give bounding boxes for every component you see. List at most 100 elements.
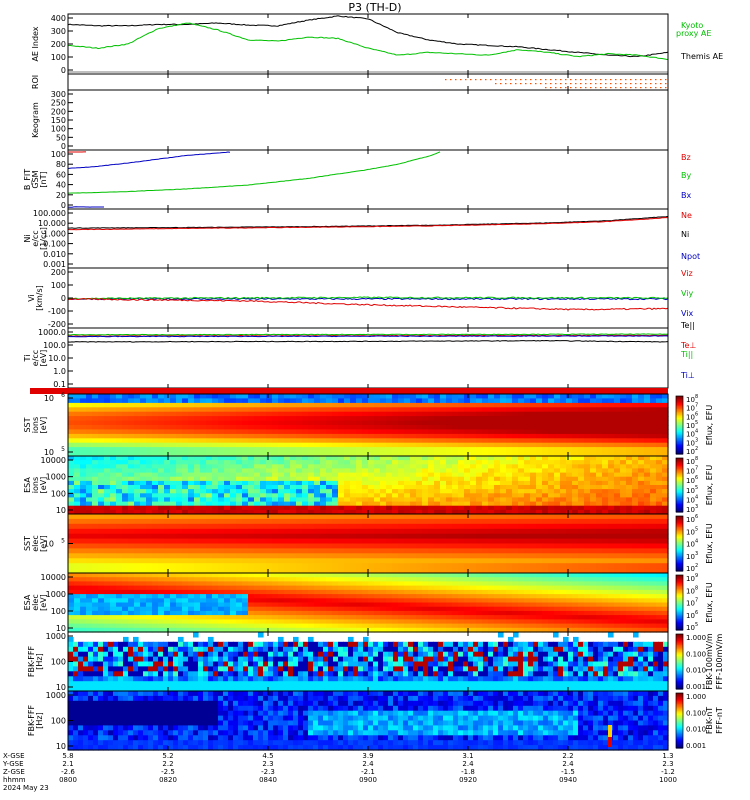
- heatmap-cell: [176, 442, 183, 448]
- heatmap-cell: [242, 623, 249, 629]
- heatmap-cell: [140, 460, 147, 465]
- heatmap-cell: [200, 429, 207, 435]
- heatmap-cell: [224, 606, 231, 612]
- heatmap-cell: [506, 518, 513, 525]
- heatmap-cell: [218, 577, 225, 582]
- heatmap-cell: [194, 543, 201, 549]
- heatmap-cell: [602, 438, 609, 444]
- heatmap-cell: [530, 485, 537, 490]
- heatmap-cell: [128, 623, 135, 629]
- heatmap-cell: [398, 514, 405, 520]
- heatmap-cell: [74, 518, 81, 525]
- heatmap-cell: [434, 514, 441, 520]
- heatmap-cell: [350, 451, 357, 457]
- heatmap-cell: [452, 429, 459, 435]
- heatmap-cell: [134, 568, 141, 574]
- heatmap-cell: [542, 398, 549, 404]
- heatmap-cell: [92, 501, 99, 507]
- y-axis-label: Ti: [23, 355, 32, 363]
- heatmap-cell: [116, 476, 123, 482]
- heatmap-cell: [428, 514, 435, 520]
- heatmap-cell: [188, 533, 195, 540]
- heatmap-cell: [128, 573, 135, 578]
- heatmap-cell: [302, 451, 309, 457]
- heatmap-cell: [110, 505, 117, 511]
- heatmap-cell: [458, 472, 465, 478]
- heatmap-cell: [308, 528, 315, 535]
- heatmap-cell: [416, 568, 423, 574]
- heatmap-cell: [452, 407, 459, 413]
- heatmap-cell: [194, 497, 201, 503]
- heatmap-cell: [230, 619, 237, 625]
- heatmap-cell: [590, 420, 597, 426]
- heatmap-cell: [578, 460, 585, 465]
- heatmap-cell: [308, 514, 315, 520]
- heatmap-cell: [122, 568, 129, 574]
- heatmap-cell: [404, 416, 411, 422]
- heatmap-cell: [110, 420, 117, 426]
- heatmap-cell: [482, 497, 489, 503]
- heatmap-cell: [362, 447, 369, 453]
- heatmap-cell: [536, 420, 543, 426]
- heatmap-cell: [602, 509, 609, 515]
- y-tick-label: 1.0: [53, 367, 66, 376]
- heatmap-cell: [242, 553, 249, 559]
- heatmap-cell: [458, 476, 465, 482]
- heatmap-cell: [482, 509, 489, 515]
- heatmap-cell: [416, 518, 423, 525]
- heatmap-cell: [656, 563, 663, 569]
- heatmap-cell: [584, 468, 591, 474]
- heatmap-cell: [80, 468, 87, 474]
- heatmap-cell: [356, 533, 363, 540]
- heatmap-cell: [632, 402, 639, 408]
- heatmap-cell: [554, 501, 561, 507]
- heatmap-cell: [68, 460, 75, 465]
- heatmap-cell: [242, 438, 249, 444]
- heatmap-cell: [194, 394, 201, 399]
- heatmap-cell: [374, 402, 381, 408]
- heatmap-cell: [146, 573, 153, 578]
- heatmap-cell: [134, 497, 141, 503]
- heatmap-cell: [206, 563, 213, 569]
- heatmap-cell: [572, 447, 579, 453]
- roi-dot: [615, 79, 617, 81]
- heatmap-cell: [242, 602, 249, 608]
- heatmap-cell: [548, 447, 555, 453]
- heatmap-cell: [494, 407, 501, 413]
- heatmap-cell: [362, 505, 369, 511]
- heatmap-cell: [122, 468, 129, 474]
- y-tick-label: 0: [61, 142, 66, 151]
- heatmap-cell: [200, 497, 207, 503]
- heatmap-cell: [80, 602, 87, 608]
- heatmap-cell: [614, 468, 621, 474]
- heatmap-cell: [344, 438, 351, 444]
- heatmap-cell: [206, 402, 213, 408]
- heatmap-cell: [188, 585, 195, 591]
- heatmap-cell: [176, 472, 183, 478]
- heatmap-cell: [512, 553, 519, 559]
- heatmap-cell: [86, 538, 93, 545]
- heatmap-cell: [278, 429, 285, 435]
- heatmap-cell: [230, 460, 237, 465]
- heatmap-cell: [134, 485, 141, 490]
- heatmap-cell: [140, 433, 147, 439]
- heatmap-cell: [506, 402, 513, 408]
- heatmap-cell: [548, 497, 555, 503]
- roi-dot: [665, 87, 667, 89]
- heatmap-cell: [590, 548, 597, 554]
- heatmap-cell: [368, 485, 375, 490]
- heatmap-cell: [362, 433, 369, 439]
- heatmap-cell: [608, 394, 615, 399]
- heatmap-cell: [230, 523, 237, 530]
- heatmap-cell: [146, 429, 153, 435]
- heatmap-cell: [74, 464, 81, 469]
- heatmap-cell: [104, 598, 111, 604]
- heatmap-cell: [638, 476, 645, 482]
- heatmap-cell: [338, 489, 345, 494]
- heatmap-cell: [470, 451, 477, 457]
- colorbar-cell: [676, 426, 683, 429]
- heatmap-cell: [278, 468, 285, 474]
- heatmap-cell: [338, 460, 345, 465]
- heatmap-cell: [86, 442, 93, 448]
